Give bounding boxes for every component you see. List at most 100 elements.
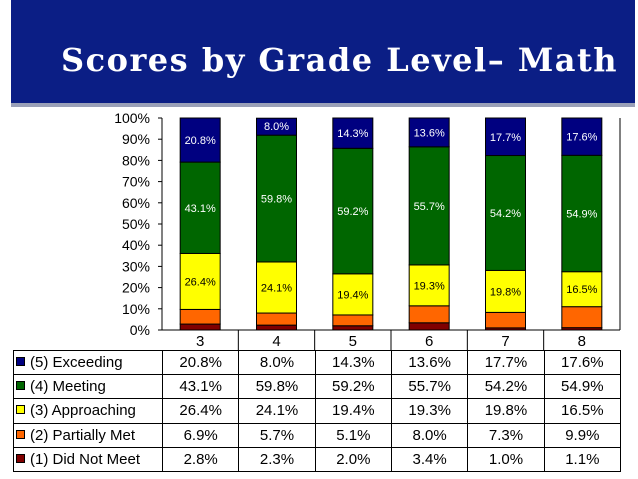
page-title: Scores by Grade Level– Math	[61, 41, 619, 79]
legend-label: (5) Exceeding	[13, 349, 163, 376]
axis-layer: 0% 10% 20% 30% 40% 50% 60% 70% 80% 90% 100% 3 4 5 6 7 8	[114, 110, 621, 350]
bar-3-approaching-4	[256, 261, 297, 314]
bar-4-meeting-3	[179, 161, 221, 254]
table-row-1-did-not-meet: (1) Did Not Meet 2.8% 2.3% 2.0% 3.4% 1.0% 1.1%	[13, 446, 622, 473]
bar-data-label: 26.4%	[185, 276, 216, 288]
bar-data-label: 54.2%	[490, 208, 521, 220]
series-name: (4) Meeting	[30, 378, 106, 396]
table-cell: 2.0%	[314, 446, 392, 473]
bar-5-exceeding-8	[561, 117, 603, 156]
title-bar: Scores by Grade Level– Math	[11, 0, 635, 103]
bar-2-partially-met-7	[485, 311, 526, 329]
x-tick-label: 7	[501, 333, 509, 350]
legend-label: (1) Did Not Meet	[13, 446, 163, 473]
bar-data-label: 19.8%	[490, 286, 521, 298]
table-cell: 24.1%	[238, 398, 316, 424]
legend-label: (4) Meeting	[13, 374, 163, 400]
table-cell: 7.3%	[467, 422, 545, 448]
bar-1-did-not-meet-4	[256, 324, 297, 331]
y-tick-label: 0%	[130, 322, 150, 338]
bar-1-did-not-meet-6	[408, 322, 450, 331]
legend-swatch	[16, 453, 25, 463]
legend-swatch	[16, 405, 25, 415]
series-name: (3) Approaching	[30, 402, 136, 420]
table-cell: 19.8%	[467, 398, 545, 424]
table-cell: 26.4%	[161, 398, 240, 424]
x-tick-label: 4	[272, 333, 280, 350]
legend-swatch	[16, 357, 25, 367]
bar-4-meeting-8	[561, 154, 603, 273]
table-row-4-meeting: (4) Meeting 43.1% 59.8% 59.2% 55.7% 54.2% 54.9…	[13, 374, 622, 400]
table-row-2-partially-met: (2) Partially Met 6.9% 5.7% 5.1% 8.0% 7.3% 9.9…	[13, 422, 622, 448]
label-layer: 26.4% 43.1% 20.8% 24.1% 59.8% 8.0% 19.4% 59.2% 1…	[185, 121, 598, 301]
table-cell: 9.9%	[543, 422, 622, 448]
table-cell: 16.5%	[543, 398, 622, 424]
bar-data-label: 55.7%	[414, 201, 445, 213]
table-cell: 17.7%	[467, 349, 545, 376]
table-cell: 59.2%	[314, 374, 392, 400]
series-name: (5) Exceeding	[30, 354, 123, 372]
bar-data-label: 8.0%	[264, 121, 289, 133]
x-tick-label: 6	[425, 333, 433, 350]
series-name: (1) Did Not Meet	[30, 450, 141, 468]
table-cell: 20.8%	[161, 349, 240, 376]
bar-layer	[179, 117, 603, 331]
table-cell: 19.3%	[390, 398, 469, 424]
legend-label: (3) Approaching	[13, 398, 163, 424]
y-tick-label: 100%	[114, 110, 150, 126]
bar-data-label: 17.6%	[566, 132, 597, 144]
y-tick-label: 40%	[122, 237, 150, 253]
bar-data-label: 19.4%	[337, 289, 368, 301]
bar-data-label: 13.6%	[414, 127, 445, 139]
bar-5-exceeding-7	[485, 117, 526, 157]
table-cell: 2.8%	[161, 446, 240, 473]
bar-3-approaching-8	[561, 271, 603, 308]
legend-swatch	[16, 429, 25, 439]
y-tick-label: 50%	[122, 216, 150, 232]
table-cell: 17.6%	[543, 349, 622, 376]
x-tick-label: 3	[196, 333, 204, 350]
bar-data-label: 54.9%	[566, 209, 597, 221]
table-cell: 1.0%	[467, 446, 545, 473]
y-tick-label: 10%	[122, 301, 150, 317]
y-tick-label: 60%	[122, 195, 150, 211]
bar-4-meeting-5	[332, 147, 374, 275]
bar-data-label: 20.8%	[185, 135, 216, 147]
bar-5-exceeding-5	[332, 117, 374, 149]
y-tick-label: 20%	[122, 280, 150, 296]
table-row-5-exceeding: (5) Exceeding 20.8% 8.0% 14.3% 13.6% 17.7% 17.…	[13, 349, 622, 376]
table-cell: 5.1%	[314, 422, 392, 448]
table-cell: 1.1%	[543, 446, 622, 473]
title-divider	[11, 103, 635, 107]
legend-label: (2) Partially Met	[13, 422, 163, 448]
bar-2-partially-met-8	[561, 306, 603, 329]
bar-3-approaching-7	[485, 269, 526, 313]
data-table: (5) Exceeding 20.8% 8.0% 14.3% 13.6% 17.7% 17.…	[13, 349, 622, 473]
y-tick-label: 90%	[122, 131, 150, 147]
table-cell: 54.9%	[543, 374, 622, 400]
bar-data-label: 43.1%	[185, 203, 216, 215]
bar-data-label: 59.2%	[337, 206, 368, 218]
x-tick-label: 8	[578, 333, 586, 350]
series-name: (2) Partially Met	[30, 426, 136, 444]
table-cell: 5.7%	[238, 422, 316, 448]
table-cell: 8.0%	[390, 422, 469, 448]
bar-1-did-not-meet-3	[179, 323, 221, 331]
table-cell: 43.1%	[161, 374, 240, 400]
bar-4-meeting-7	[485, 155, 526, 271]
table-cell: 54.2%	[467, 374, 545, 400]
x-tick-label: 5	[349, 333, 357, 350]
table-cell: 55.7%	[390, 374, 469, 400]
table-cell: 3.4%	[390, 446, 469, 473]
y-tick-label: 30%	[122, 258, 150, 274]
table-cell: 59.8%	[238, 374, 316, 400]
bar-4-meeting-4	[256, 134, 297, 263]
table-cell: 19.4%	[314, 398, 392, 424]
table-cell: 8.0%	[238, 349, 316, 376]
bar-1-did-not-meet-5	[332, 325, 374, 331]
bar-data-label: 17.7%	[490, 132, 521, 144]
y-tick-label: 80%	[122, 152, 150, 168]
bar-data-label: 16.5%	[566, 284, 597, 296]
bar-5-exceeding-6	[408, 117, 450, 148]
